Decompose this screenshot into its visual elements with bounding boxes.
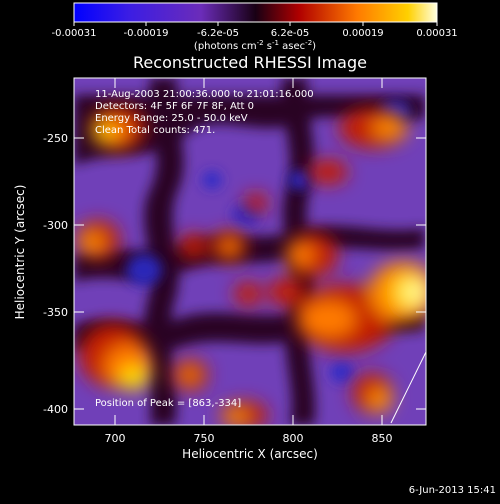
colorbar xyxy=(73,2,438,23)
image-annotations: 11-Aug-2003 21:00:36.000 to 21:01:16.000… xyxy=(95,89,314,409)
y-tick-label: -350 xyxy=(43,306,68,319)
timestamp-label: 6-Jun-2013 15:41 xyxy=(409,485,496,496)
plot-title: Reconstructed RHESSI Image xyxy=(133,53,367,72)
limb-line xyxy=(390,351,426,424)
colorbar-tick-label: -6.2e-05 xyxy=(197,28,239,39)
detectors-label: Detectors: 4F 5F 6F 7F 8F, Att 0 xyxy=(95,101,254,112)
x-tick-labels: 700 750 800 850 xyxy=(105,432,393,445)
colorbar-tick-label: -0.00031 xyxy=(52,28,97,39)
colorbar-tick-label: 6.2e-05 xyxy=(271,28,309,39)
y-tick-label: -250 xyxy=(43,132,68,145)
y-axis-title: Heliocentric Y (arcsec) xyxy=(13,185,27,320)
y-axis-ticks xyxy=(74,137,426,410)
colorbar-tick-label: -0.00019 xyxy=(124,28,169,39)
colorbar-tick-label: 0.00031 xyxy=(416,28,457,39)
x-tick-label: 800 xyxy=(283,432,304,445)
x-axis-ticks xyxy=(114,78,383,425)
colorbar-units: (photons cm-2 s-1 asec-2) xyxy=(194,39,316,52)
time-range-label: 11-Aug-2003 21:00:36.000 to 21:01:16.000 xyxy=(95,89,314,100)
x-tick-label: 750 xyxy=(194,432,215,445)
clean-label: Clean Total counts: 471. xyxy=(95,125,215,136)
y-tick-label: -400 xyxy=(43,403,68,416)
peak-position-label: Position of Peak = [863,-334] xyxy=(95,398,241,409)
colorbar-tick-label: 0.00019 xyxy=(342,28,383,39)
x-tick-label: 850 xyxy=(372,432,393,445)
colorbar-ticks xyxy=(73,22,438,26)
x-axis-title: Heliocentric X (arcsec) xyxy=(182,447,318,461)
y-tick-labels: -250 -300 -350 -400 xyxy=(43,132,68,416)
y-tick-label: -300 xyxy=(43,219,68,232)
x-tick-label: 700 xyxy=(105,432,126,445)
rhessi-image xyxy=(74,78,426,425)
energy-range-label: Energy Range: 25.0 - 50.0 keV xyxy=(95,113,248,124)
plot-frame xyxy=(73,77,427,426)
colorbar-tick-labels: -0.00031 -0.00019 -6.2e-05 6.2e-05 0.000… xyxy=(52,28,458,39)
